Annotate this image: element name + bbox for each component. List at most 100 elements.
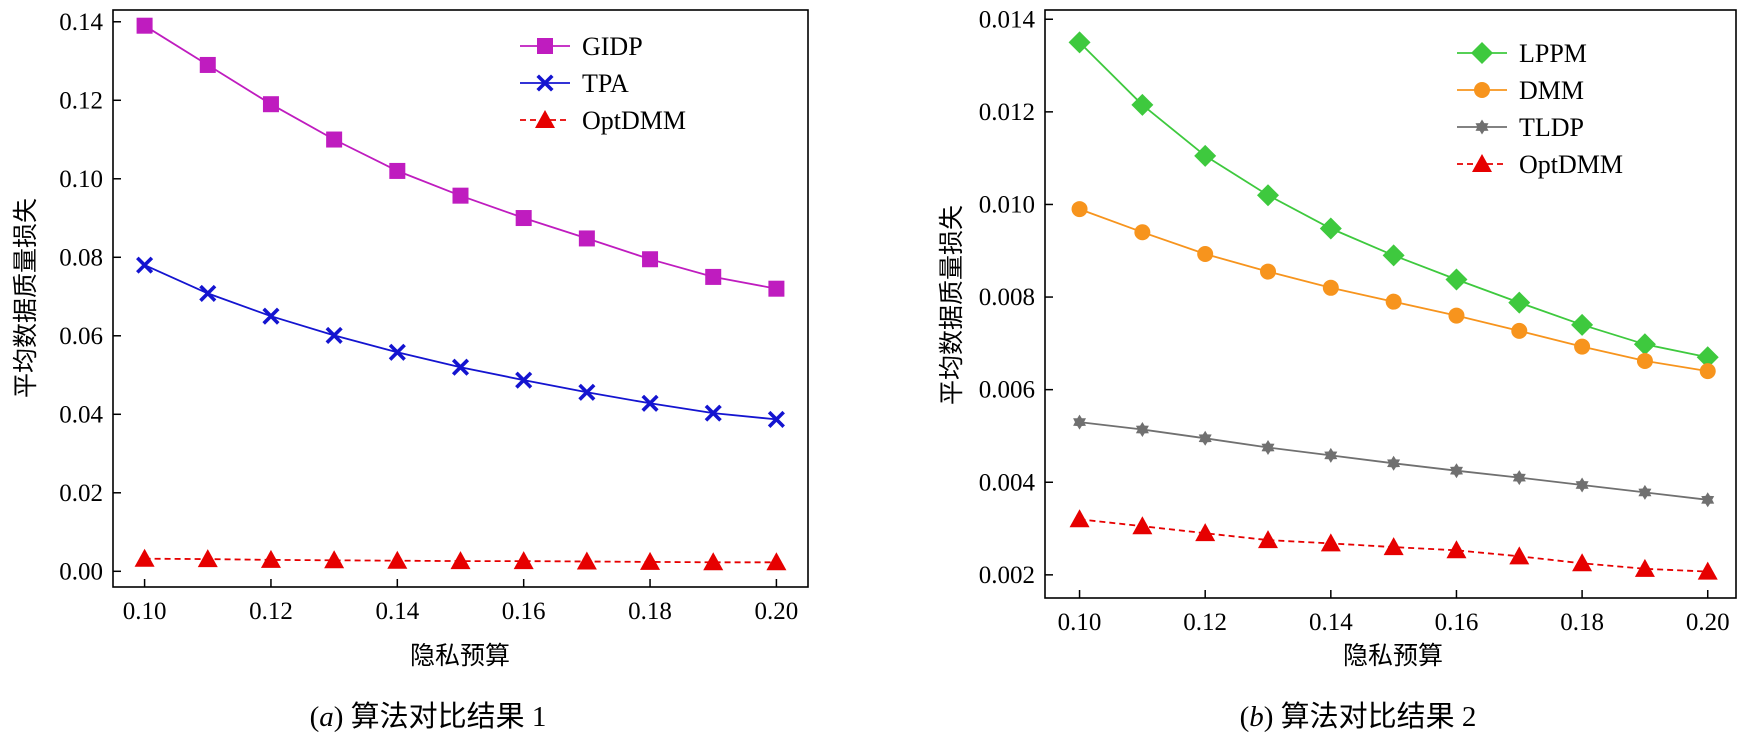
data-point bbox=[767, 410, 785, 428]
legend-marker bbox=[1474, 82, 1490, 98]
series-line bbox=[144, 264, 777, 421]
y-axis-label-b: 平均数据质量损失 bbox=[938, 205, 966, 405]
y-tick-label: 0.10 bbox=[59, 166, 103, 193]
data-point bbox=[578, 383, 596, 401]
legend-label: TPA bbox=[582, 69, 629, 98]
data-point bbox=[1511, 322, 1528, 339]
x-tick-label: 0.14 bbox=[1309, 609, 1353, 636]
data-point bbox=[1634, 558, 1655, 577]
legend-marker bbox=[1471, 42, 1493, 64]
data-point bbox=[197, 549, 218, 568]
data-point bbox=[1450, 463, 1463, 479]
data-point bbox=[199, 56, 216, 73]
legend-label: DMM bbox=[1519, 76, 1584, 105]
legend-item-optdmm: OptDMM bbox=[520, 106, 686, 135]
data-point bbox=[641, 394, 659, 412]
x-tick-label: 0.18 bbox=[628, 598, 672, 625]
legend-b: LPPM DMM TLDP OptDMM bbox=[1457, 39, 1623, 179]
data-point bbox=[1135, 422, 1149, 437]
data-point bbox=[1574, 338, 1591, 355]
data-point bbox=[1194, 144, 1217, 167]
data-point bbox=[1445, 268, 1468, 291]
data-point bbox=[1385, 293, 1402, 310]
data-point bbox=[705, 268, 722, 285]
x-tick-label: 0.14 bbox=[375, 598, 419, 625]
legend-item-optdmm: OptDMM bbox=[1457, 150, 1623, 179]
data-point bbox=[1068, 31, 1091, 54]
legend-label: GIDP bbox=[582, 32, 643, 61]
x-tick-label: 0.20 bbox=[1686, 609, 1730, 636]
y-tick-label: 0.00 bbox=[59, 558, 103, 585]
data-point bbox=[136, 17, 153, 34]
data-point bbox=[642, 251, 659, 268]
series-gidp-a bbox=[136, 17, 785, 297]
data-point bbox=[1448, 307, 1465, 324]
data-point bbox=[768, 280, 785, 297]
legend-marker bbox=[1475, 119, 1489, 135]
data-point bbox=[513, 551, 534, 570]
legend-label: LPPM bbox=[1519, 39, 1587, 68]
legend-marker bbox=[1472, 154, 1492, 172]
data-point bbox=[1198, 430, 1212, 446]
legend-label: OptDMM bbox=[582, 106, 686, 135]
data-point bbox=[1261, 440, 1275, 455]
x-tick-label: 0.20 bbox=[755, 598, 799, 625]
data-point bbox=[1571, 313, 1594, 336]
plot-frame-b bbox=[1044, 9, 1737, 599]
data-point bbox=[199, 284, 217, 302]
data-point bbox=[1636, 352, 1653, 369]
x-tick-label: 0.16 bbox=[502, 598, 546, 625]
x-axis-label-a: 隐私预算 bbox=[410, 642, 510, 670]
data-point bbox=[134, 548, 155, 567]
legend-a: GIDP TPA OptDMM bbox=[520, 32, 686, 135]
caption-b: (b) 算法对比结果 2 bbox=[1240, 700, 1477, 733]
legend-item-tldp: TLDP bbox=[1457, 113, 1584, 142]
data-point bbox=[1638, 484, 1652, 500]
series-dmm-b bbox=[1071, 201, 1716, 380]
y-tick-label: 0.12 bbox=[59, 87, 103, 114]
data-point bbox=[1383, 537, 1404, 556]
data-point bbox=[450, 551, 471, 570]
y-tick-label: 0.14 bbox=[59, 9, 103, 36]
x-tick-label: 0.16 bbox=[1435, 609, 1479, 636]
panel-b: 0.10 0.12 0.14 0.16 0.18 0.20 0.002 0.004 0.006 0… bbox=[938, 6, 1737, 733]
series-group-a bbox=[134, 17, 787, 571]
data-point bbox=[136, 256, 154, 274]
data-point bbox=[1134, 224, 1151, 241]
data-point bbox=[766, 552, 787, 571]
data-point bbox=[1260, 263, 1277, 280]
legend-item-gidp: GIDP bbox=[520, 32, 643, 61]
legend-item-tpa: TPA bbox=[520, 69, 629, 98]
series-line bbox=[1079, 208, 1708, 372]
data-point bbox=[578, 230, 595, 247]
series-group-b bbox=[1068, 31, 1719, 580]
data-point bbox=[1575, 477, 1589, 493]
caption-text-a: 算法对比结果 1 bbox=[351, 700, 547, 733]
data-point bbox=[515, 371, 533, 389]
data-point bbox=[1382, 244, 1405, 267]
data-point bbox=[703, 552, 724, 571]
data-point bbox=[1319, 217, 1342, 240]
data-point bbox=[576, 551, 597, 570]
data-point bbox=[1572, 553, 1593, 572]
plot-frame-a bbox=[112, 9, 809, 588]
series-optdmm-b bbox=[1069, 509, 1718, 580]
y-tick-label: 0.004 bbox=[979, 469, 1036, 496]
caption-a: (a) 算法对比结果 1 bbox=[310, 700, 547, 733]
data-point bbox=[1387, 455, 1401, 471]
y-tick-label: 0.04 bbox=[59, 401, 103, 428]
legend-marker bbox=[536, 74, 554, 92]
x-tick-label: 0.10 bbox=[1058, 609, 1102, 636]
data-point bbox=[1446, 540, 1467, 559]
data-point bbox=[704, 404, 722, 422]
data-point bbox=[1257, 184, 1280, 207]
data-point bbox=[325, 326, 343, 344]
data-point bbox=[262, 96, 279, 113]
data-point bbox=[1701, 492, 1715, 508]
x-tick-label: 0.12 bbox=[1183, 609, 1227, 636]
data-point bbox=[1073, 414, 1086, 430]
y-tick-label: 0.014 bbox=[979, 6, 1036, 33]
data-point bbox=[1633, 333, 1656, 356]
series-line bbox=[144, 24, 777, 290]
